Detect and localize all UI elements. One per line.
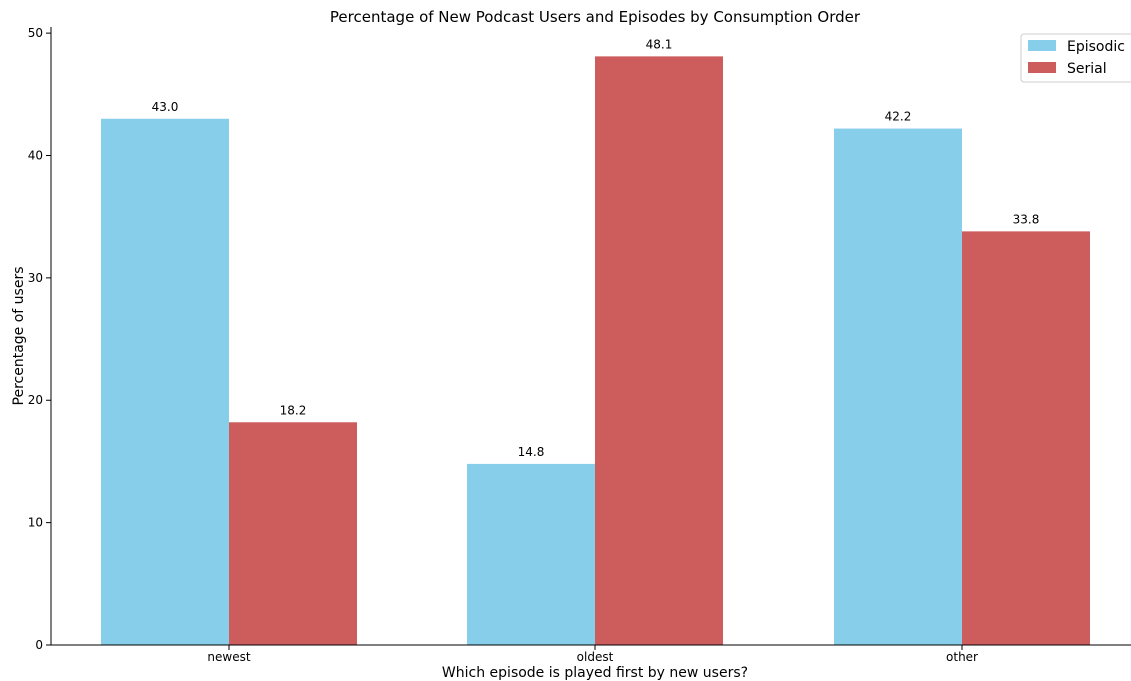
bar-serial-other xyxy=(962,231,1090,645)
bar-episodic-newest xyxy=(101,118,229,646)
legend-swatch-episodic xyxy=(1028,40,1056,51)
bar-value-label: 14.8 xyxy=(518,445,545,459)
y-tick-label: 40 xyxy=(28,148,43,162)
bar-value-label: 33.8 xyxy=(1013,212,1040,226)
bars xyxy=(101,56,1090,646)
x-axis-ticks: newest oldest other xyxy=(207,645,978,664)
bar-serial-newest xyxy=(229,422,357,645)
y-tick-label: 30 xyxy=(28,271,43,285)
legend-label-episodic: Episodic xyxy=(1067,39,1125,55)
legend-label-serial: Serial xyxy=(1067,61,1107,77)
bar-episodic-oldest xyxy=(467,463,595,645)
bar-value-label: 43.0 xyxy=(152,100,179,114)
y-tick-label: 50 xyxy=(28,26,43,40)
bar-value-label: 18.2 xyxy=(280,403,307,417)
y-tick-label: 20 xyxy=(28,393,43,407)
legend: Episodic Serial xyxy=(1020,33,1131,83)
y-axis-title: Percentage of users xyxy=(11,267,27,406)
y-tick-label: 10 xyxy=(28,516,43,530)
x-axis-title: Which episode is played first by new use… xyxy=(442,665,748,681)
x-tick-label: newest xyxy=(207,650,250,664)
x-tick-label: other xyxy=(946,650,978,664)
bar-value-label: 48.1 xyxy=(646,37,673,51)
legend-swatch-serial xyxy=(1028,62,1056,73)
y-axis-ticks: 0 10 20 30 40 50 xyxy=(28,26,51,652)
y-tick-label: 0 xyxy=(35,638,43,652)
x-tick-label: oldest xyxy=(577,650,614,664)
bar-episodic-other xyxy=(834,128,962,646)
bar-value-labels: 43.0 14.8 42.2 18.2 48.1 33.8 xyxy=(152,37,1040,459)
bar-serial-oldest xyxy=(595,56,723,645)
chart-title: Percentage of New Podcast Users and Epis… xyxy=(330,8,861,26)
bar-value-label: 42.2 xyxy=(885,110,912,124)
